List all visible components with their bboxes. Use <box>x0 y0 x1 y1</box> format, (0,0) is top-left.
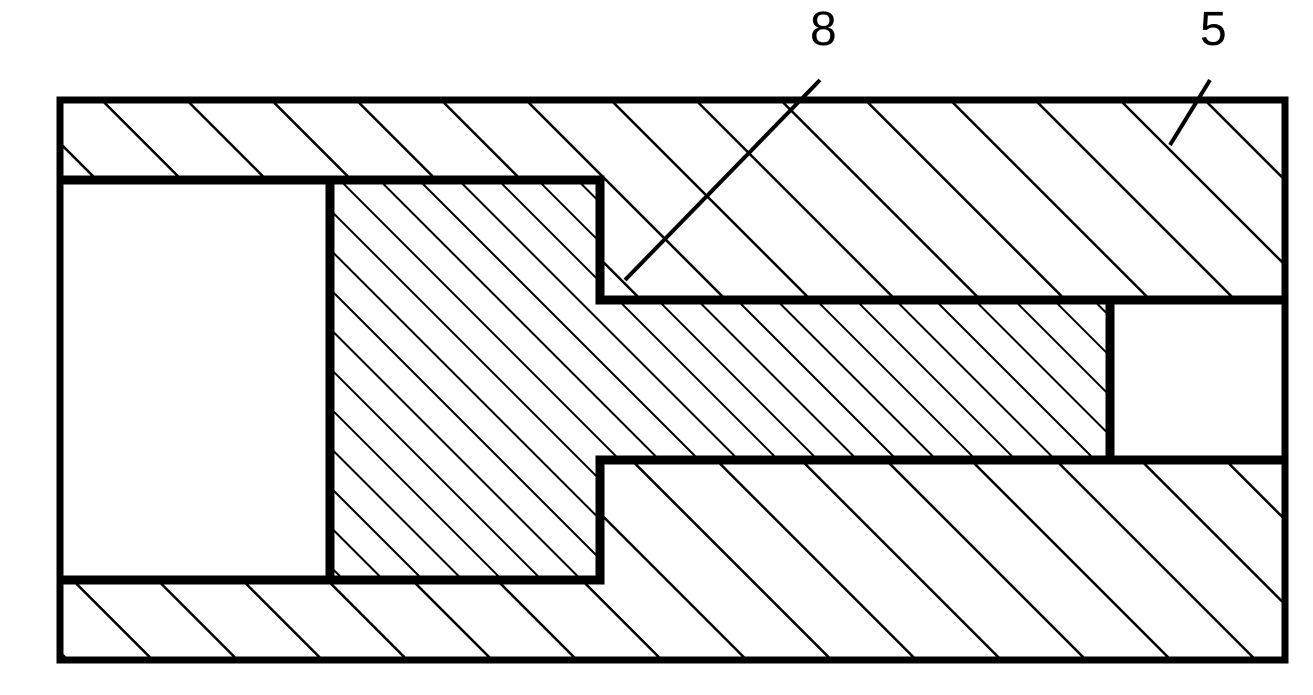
callout-label-5: 5 <box>1200 2 1227 57</box>
cross-section-drawing <box>0 0 1313 695</box>
callout-label-8: 8 <box>810 2 837 57</box>
